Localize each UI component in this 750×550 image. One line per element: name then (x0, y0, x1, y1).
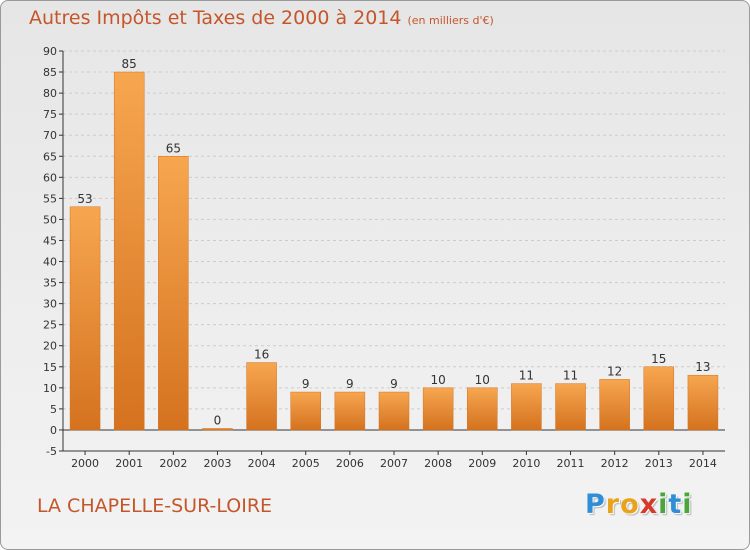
value-label-2006: 9 (346, 377, 354, 391)
y-tick-label: 0 (50, 424, 57, 437)
y-tick-label: 40 (43, 256, 57, 269)
y-tick-label: 75 (43, 108, 57, 121)
chart-title: Autres Impôts et Taxes de 2000 à 2014 (en… (29, 7, 494, 29)
y-tick-label: 90 (43, 45, 57, 58)
x-tick-label-2008: 2008 (424, 457, 452, 470)
x-tick-label-2006: 2006 (336, 457, 364, 470)
bar-2006 (334, 391, 366, 431)
bar-2014 (687, 374, 719, 431)
bar-2008 (422, 387, 454, 431)
logo-letter: r (605, 489, 621, 520)
value-label-2008: 10 (430, 373, 445, 387)
title-text: Autres Impôts et Taxes de 2000 à 2014 (29, 7, 402, 29)
value-label-2011: 11 (563, 369, 578, 383)
y-tick-label: 70 (43, 129, 57, 142)
title-unit: (en milliers d'€) (407, 14, 494, 27)
value-label-2009: 10 (475, 373, 490, 387)
bar-2005 (290, 391, 321, 431)
x-tick-label-2009: 2009 (468, 457, 496, 470)
logo-letter: i (658, 489, 669, 520)
value-label-2005: 9 (302, 377, 310, 391)
x-tick-label-2011: 2011 (557, 457, 585, 470)
y-tick-label: 80 (43, 87, 57, 100)
x-tick-label-2000: 2000 (71, 457, 99, 470)
commune-name: LA CHAPELLE-SUR-LOIRE (37, 495, 273, 517)
value-labels: 53 85 65 0 16 9 9 9 10 10 11 11 12 15 13 (77, 57, 710, 427)
y-tick-label: -5 (46, 445, 57, 458)
bar-2011 (555, 383, 586, 431)
logo-letter: t (668, 489, 683, 520)
y-tick-label: 65 (43, 150, 57, 163)
logo-letter: P (585, 489, 606, 520)
y-tick-label: 85 (43, 66, 57, 79)
x-tick-label-2013: 2013 (645, 457, 673, 470)
logo-letter: i (682, 489, 693, 520)
bar-2004 (246, 362, 277, 431)
y-tick-label: 50 (43, 213, 57, 226)
x-tick-label-2002: 2002 (159, 457, 187, 470)
bar-2003 (202, 428, 233, 431)
y-tick-label: 35 (43, 277, 57, 290)
bar-2012 (599, 379, 630, 431)
y-tick-label: 5 (50, 403, 57, 416)
bar-2010 (511, 383, 542, 431)
value-label-2014: 13 (695, 360, 710, 374)
x-tick-label-2003: 2003 (203, 457, 231, 470)
y-tick-label: 20 (43, 340, 57, 353)
bar-2001 (113, 71, 145, 431)
value-label-2010: 11 (519, 369, 534, 383)
x-tick-labels: 2000 2001 2002 2003 2004 2005 2006 2007 2008 2009… (71, 457, 717, 470)
x-tick-label-2010: 2010 (512, 457, 540, 470)
y-tick-label: 55 (43, 192, 57, 205)
value-label-2012: 12 (607, 364, 622, 378)
x-tick-label-2012: 2012 (601, 457, 629, 470)
x-tick-label-2014: 2014 (689, 457, 717, 470)
bar-2009 (467, 387, 498, 431)
logo-letter: x (639, 489, 659, 520)
y-tick-label: 60 (43, 171, 57, 184)
value-label-2001: 85 (122, 57, 137, 71)
y-tick-label: 15 (43, 361, 57, 374)
y-tick-labels: -5 0 5 10 15 20 25 30 35 40 45 50 55 60 65 70 75 80 85 90 (43, 45, 57, 458)
x-tick-label-2001: 2001 (115, 457, 143, 470)
value-label-2002: 65 (166, 141, 181, 155)
y-tick-label: 25 (43, 319, 57, 332)
value-label-2003: 0 (214, 413, 222, 427)
bar-2007 (378, 391, 410, 431)
logo-letter: o (620, 489, 640, 520)
value-label-2000: 53 (77, 192, 92, 206)
proxiti-logo[interactable]: Proxiti (585, 489, 693, 520)
value-label-2004: 16 (254, 348, 269, 362)
x-tick-label-2007: 2007 (380, 457, 408, 470)
bar-2013 (643, 366, 675, 431)
x-tick-label-2005: 2005 (292, 457, 320, 470)
x-tick-label-2004: 2004 (248, 457, 276, 470)
bars (69, 71, 719, 431)
y-tick-label: 10 (43, 382, 57, 395)
value-label-2007: 9 (390, 377, 398, 391)
bar-2000 (69, 206, 101, 431)
y-tick-label: 30 (43, 298, 57, 311)
bar-2002 (158, 156, 189, 431)
value-label-2013: 15 (651, 352, 666, 366)
y-tick-label: 45 (43, 234, 57, 247)
